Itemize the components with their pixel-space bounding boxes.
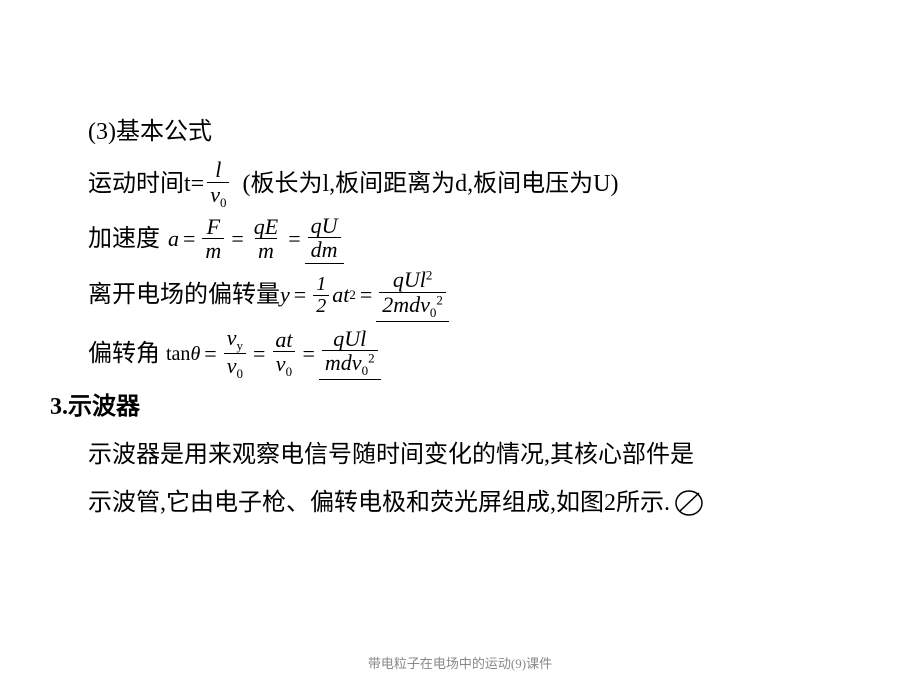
tan: tan (166, 332, 190, 376)
line-angle: 偏转角 tan θ = vy v0 = at v0 = qUl mdv02 (88, 326, 880, 380)
line-time: 运动时间t= l v0 (板长为l,板间距离为d,板间电压为U) (88, 158, 880, 210)
text-time-post: (板长为l,板间距离为d,板间电压为U) (242, 162, 618, 206)
section-3-heading: 3.示波器 (50, 385, 880, 429)
text-accel: 加速度 (88, 217, 160, 261)
line-accel: 加速度 a = F m = qE m = qU dm (88, 214, 880, 264)
accel-lhs: a (168, 217, 179, 261)
document-content: (3)基本公式 运动时间t= l v0 (板长为l,板间距离为d,板间电压为U)… (60, 110, 880, 529)
hand-mark-icon (674, 488, 706, 518)
frac-vy-v0: vy v0 (224, 326, 246, 380)
deflect-lhs: y (280, 273, 290, 317)
frac-qE-m: qE m (251, 215, 281, 262)
at2: at (332, 273, 349, 317)
text-time-pre: 运动时间t= (88, 162, 204, 206)
frac-at-v0: at v0 (272, 328, 295, 379)
line-deflection: 离开电场的偏转量 y = 1 2 at2 = qUl2 2mdv02 (88, 268, 880, 323)
angle-answer: qUl mdv02 (319, 327, 381, 381)
theta: θ (190, 332, 200, 376)
item-3-heading: (3)基本公式 (88, 110, 880, 154)
body-line-2: 示波管,它由电子枪、偏转电极和荧光屏组成,如图2所示. (88, 481, 880, 525)
frac-time: l v0 (207, 158, 229, 210)
accel-answer: qU dm (305, 214, 344, 264)
body-line-1: 示波器是用来观察电信号随时间变化的情况,其核心部件是 (88, 433, 880, 477)
text-angle: 偏转角 (88, 332, 160, 376)
time-num: l (215, 157, 221, 182)
footer-text: 带电粒子在电场中的运动(9)课件 (0, 653, 920, 672)
deflect-answer: qUl2 2mdv02 (376, 268, 449, 323)
text-deflect: 离开电场的偏转量 (88, 273, 280, 317)
section-3-label: 3.示波器 (50, 385, 140, 429)
frac-F-m: F m (202, 215, 224, 262)
frac-half: 1 2 (313, 274, 329, 317)
